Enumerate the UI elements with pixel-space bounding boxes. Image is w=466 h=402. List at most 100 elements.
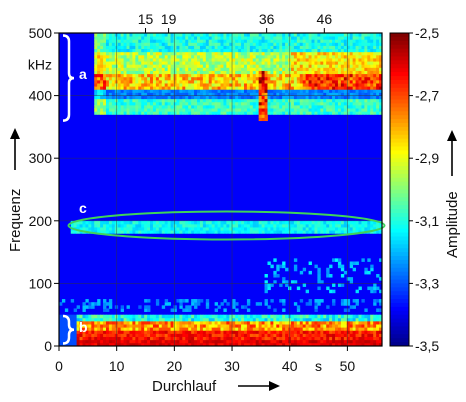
- heatmap-cell: [185, 330, 189, 334]
- heatmap-cell: [94, 342, 98, 347]
- heatmap-cell: [105, 108, 110, 112]
- heatmap-cell: [273, 73, 277, 78]
- heatmap-cell: [311, 45, 315, 50]
- heatmap-cell: [129, 58, 133, 62]
- heatmap-cell: [232, 58, 236, 62]
- heatmap-cell: [305, 330, 309, 334]
- heatmap-cell: [141, 327, 145, 331]
- heatmap-cell: [314, 64, 318, 68]
- heatmap-cell: [335, 101, 339, 106]
- heatmap-cell: [273, 70, 277, 75]
- heatmap-cell: [97, 42, 101, 46]
- heatmap-cell: [197, 67, 201, 71]
- heatmap-cell: [364, 333, 368, 338]
- heatmap-cell: [332, 67, 336, 71]
- heatmap-cell: [235, 227, 239, 231]
- heatmap-cell: [346, 327, 351, 331]
- heatmap-cell: [182, 79, 186, 84]
- heatmap-cell: [346, 83, 351, 87]
- heatmap-cell: [241, 73, 245, 78]
- heatmap-cell: [176, 333, 180, 338]
- heatmap-cell: [220, 54, 224, 59]
- heatmap-cell: [276, 274, 280, 278]
- heatmap-cell: [282, 314, 286, 319]
- heatmap-cell: [340, 223, 345, 228]
- heatmap-cell: [285, 98, 289, 103]
- heatmap-cell: [176, 89, 180, 93]
- heatmap-cell: [246, 76, 251, 81]
- heatmap-cell: [337, 324, 342, 328]
- heatmap-cell: [349, 101, 354, 106]
- heatmap-cell: [235, 317, 239, 322]
- heatmap-cell: [379, 108, 383, 112]
- heatmap-cell: [246, 79, 251, 84]
- heatmap-cell: [367, 336, 371, 341]
- heatmap-cell: [332, 339, 336, 344]
- heatmap-cell: [194, 36, 198, 40]
- heatmap-cell: [132, 76, 136, 81]
- heatmap-cell: [158, 51, 163, 56]
- heatmap-cell: [346, 302, 351, 306]
- heatmap-cell: [103, 92, 107, 96]
- colorbar-segment: [390, 228, 409, 234]
- heatmap-cell: [141, 92, 145, 96]
- heatmap-cell: [61, 330, 66, 334]
- heatmap-cell: [370, 336, 374, 341]
- heatmap-cell: [314, 108, 318, 112]
- heatmap-cell: [267, 92, 271, 96]
- heatmap-cell: [199, 76, 204, 81]
- heatmap-cell: [199, 339, 204, 344]
- heatmap-cell: [340, 92, 345, 96]
- heatmap-cell: [332, 302, 336, 306]
- heatmap-cell: [299, 270, 304, 275]
- heatmap-cell: [214, 314, 218, 319]
- heatmap-cell: [293, 108, 298, 112]
- heatmap-cell: [343, 39, 348, 43]
- heatmap-cell: [94, 89, 98, 93]
- heatmap-cell: [170, 33, 174, 37]
- heatmap-cell: [279, 104, 283, 109]
- heatmap-cell: [208, 70, 213, 75]
- heatmap-cell: [141, 51, 145, 56]
- heatmap-cell: [358, 58, 362, 62]
- heatmap-cell: [296, 76, 301, 81]
- heatmap-cell: [217, 230, 221, 234]
- heatmap-cell: [379, 101, 383, 106]
- heatmap-cell: [326, 223, 330, 228]
- heatmap-cell: [220, 336, 224, 341]
- heatmap-cell: [323, 227, 327, 231]
- heatmap-cell: [355, 101, 359, 106]
- heatmap-cell: [273, 76, 277, 81]
- heatmap-cell: [285, 89, 289, 93]
- heatmap-cell: [358, 339, 362, 344]
- heatmap-cell: [355, 67, 359, 71]
- heatmap-cell: [311, 104, 315, 109]
- heatmap-cell: [79, 314, 83, 319]
- heatmap-cell: [179, 86, 183, 90]
- heatmap-cell: [123, 73, 127, 78]
- heatmap-cell: [276, 70, 280, 75]
- heatmap-cell: [255, 324, 260, 328]
- heatmap-cell: [170, 48, 174, 53]
- heatmap-cell: [208, 104, 213, 109]
- heatmap-cell: [164, 104, 169, 109]
- heatmap-cell: [217, 220, 221, 225]
- heatmap-cell: [194, 70, 198, 75]
- heatmap-cell: [199, 95, 204, 100]
- heatmap-cell: [329, 89, 333, 93]
- heatmap-cell: [205, 39, 210, 43]
- heatmap-cell: [158, 104, 163, 109]
- heatmap-cell: [335, 336, 339, 341]
- heatmap-cell: [258, 42, 263, 46]
- heatmap-cell: [323, 61, 327, 65]
- heatmap-cell: [182, 54, 186, 59]
- heatmap-cell: [108, 342, 113, 347]
- heatmap-cell: [282, 45, 286, 50]
- heatmap-cell: [358, 317, 362, 322]
- heatmap-cell: [332, 314, 336, 319]
- heatmap-cell: [299, 342, 304, 347]
- heatmap-cell: [364, 227, 368, 231]
- heatmap-cell: [273, 317, 277, 322]
- heatmap-cell: [211, 333, 216, 338]
- heatmap-cell: [100, 227, 104, 231]
